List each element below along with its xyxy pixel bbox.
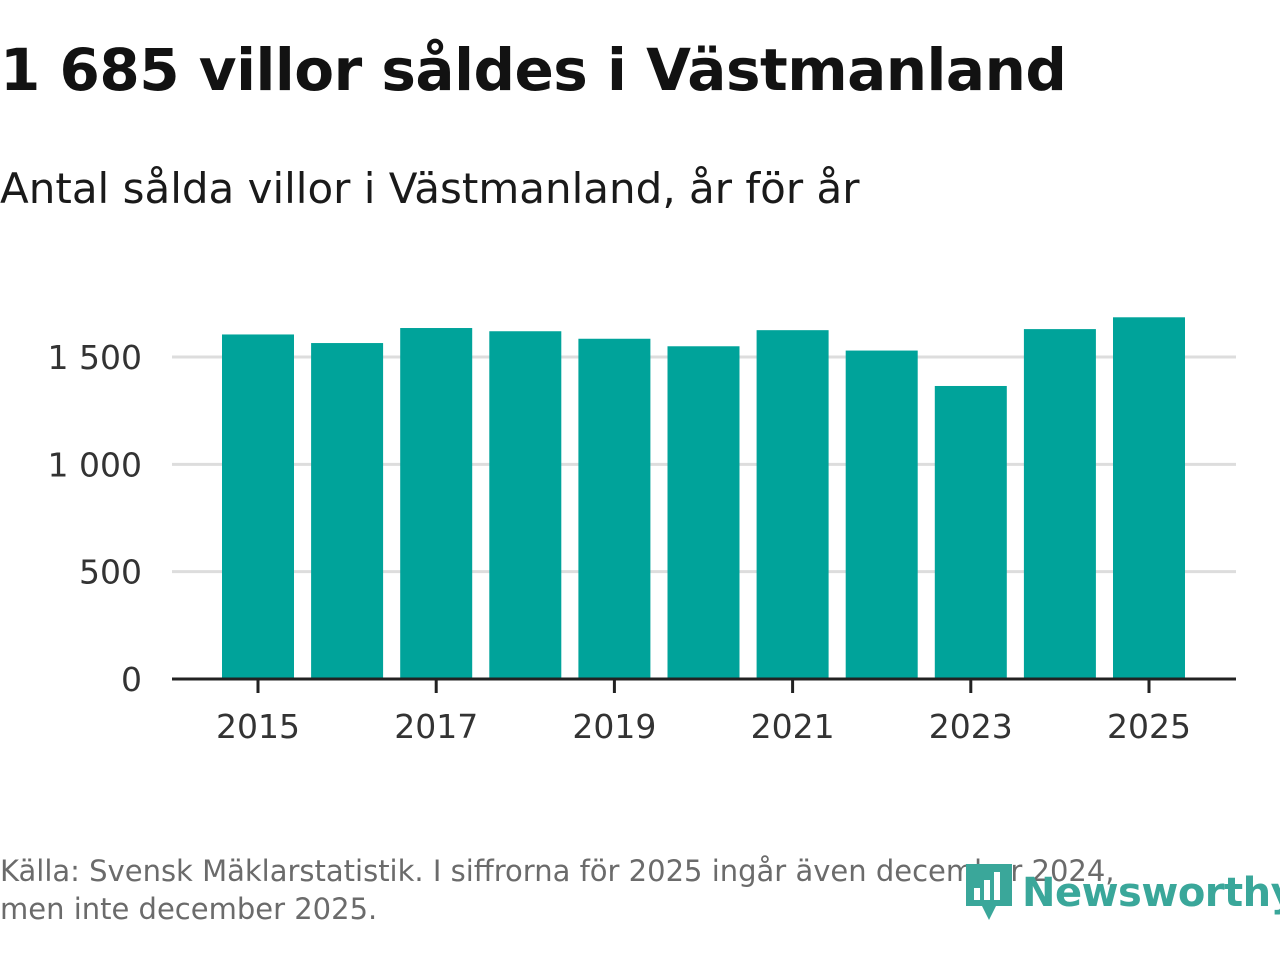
source-note: Källa: Svensk Mäklarstatistik. I siffror… bbox=[0, 852, 1220, 928]
bar-2023 bbox=[934, 385, 1007, 679]
bar-chart: 0 500 1 000 1 500 2015 2017 2019 2021 2023 2025 bbox=[48, 317, 1236, 746]
bar-2021 bbox=[756, 330, 829, 679]
y-tick-label: 1 000 bbox=[48, 445, 142, 484]
newsworthy-logo-icon bbox=[966, 864, 1012, 920]
y-tick-label: 0 bbox=[121, 660, 142, 699]
bar-2015 bbox=[222, 334, 294, 679]
bar-2016 bbox=[311, 343, 384, 679]
bar-2020 bbox=[667, 346, 740, 679]
source-line-1: Källa: Svensk Mäklarstatistik. I siffror… bbox=[0, 854, 1115, 888]
bar-2024 bbox=[1023, 329, 1096, 679]
newsworthy-logo: Newsworthy bbox=[962, 862, 1280, 924]
x-tick-label: 2015 bbox=[216, 707, 300, 746]
bar-2025 bbox=[1113, 317, 1185, 679]
logo-text: Newsworthy bbox=[1022, 870, 1280, 916]
source-line-2: men inte december 2025. bbox=[0, 892, 378, 926]
x-tick-label: 2023 bbox=[929, 707, 1013, 746]
chart-subtitle: Antal sålda villor i Västmanland, år för… bbox=[0, 164, 860, 213]
bars bbox=[222, 317, 1185, 679]
bar-2022 bbox=[845, 350, 918, 679]
y-tick-label: 500 bbox=[79, 553, 142, 592]
axes: 0 500 1 000 1 500 2015 2017 2019 2021 2023 2025 bbox=[48, 338, 1236, 746]
y-tick-label: 1 500 bbox=[48, 338, 142, 377]
bar-2017 bbox=[400, 328, 473, 679]
x-tick-label: 2019 bbox=[572, 707, 656, 746]
bar-2018 bbox=[489, 331, 562, 679]
chart-title: 1 685 villor såldes i Västmanland bbox=[0, 36, 1067, 104]
bar-2019 bbox=[578, 338, 651, 679]
x-tick-label: 2025 bbox=[1107, 707, 1191, 746]
x-tick-label: 2021 bbox=[751, 707, 835, 746]
x-tick-label: 2017 bbox=[394, 707, 478, 746]
